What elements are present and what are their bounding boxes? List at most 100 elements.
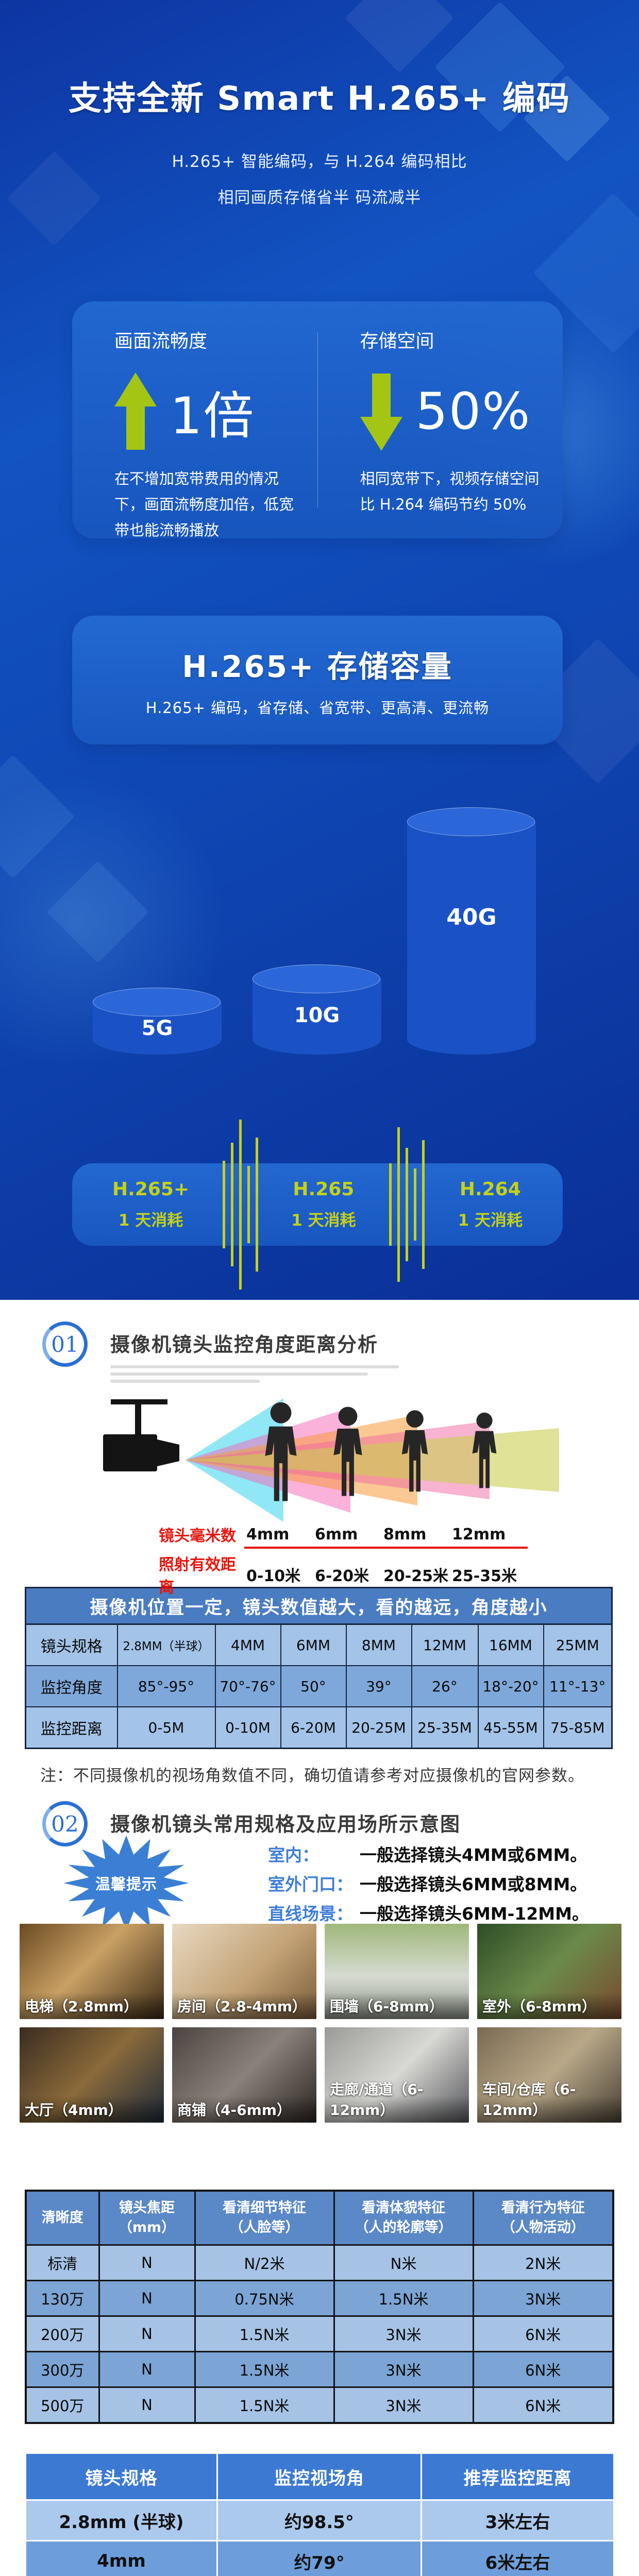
lens-mm-value: 6mm [315, 1525, 358, 1544]
cell: 约98.5° [216, 2499, 422, 2541]
cell: N [98, 2315, 196, 2352]
cell: 8MM [345, 1623, 412, 1666]
cell: 16MM [477, 1623, 544, 1666]
cell: N/2米 [194, 2244, 335, 2281]
cylinder-bar-5g: 5G [93, 988, 222, 1055]
cell: 6N米 [472, 2386, 614, 2424]
photo-caption: 大厅（4mm） [25, 2102, 123, 2119]
cell: 300万 [25, 2351, 100, 2388]
cell: 0.75N米 [194, 2280, 335, 2317]
tip-label: 直线场景： [268, 1904, 353, 1924]
legend-codec: H.264 [459, 1179, 521, 1200]
cylinder-bar-10g: 10G [253, 964, 381, 1055]
column-header: 镜头焦距 （mm） [98, 2190, 196, 2246]
tips-star-badge: 温馨提示 [62, 1834, 191, 1932]
scene-photo-outdoor: 室外（6-8mm） [477, 1924, 621, 2019]
fluency-panel: 画面流畅度 1倍 在不增加宽带费用的情况下，画面流畅度加倍，低宽带也能流畅播放 [72, 301, 317, 539]
camera-angle-diagram [103, 1398, 559, 1522]
cell: 50° [280, 1665, 347, 1707]
cell: N [98, 2351, 196, 2388]
legend-consume: 1 天消耗 [291, 1211, 356, 1230]
column-header: 推荐监控距离 [421, 2452, 615, 2501]
photo-caption: 电梯（2.8mm） [25, 1998, 138, 2015]
equalizer-bars-icon [389, 1127, 425, 1282]
cell: 2.8MM（半球） [116, 1623, 216, 1666]
codec-legend: H.265+ 1 天消耗 H.265 1 天消耗 H.264 1 天消耗 [72, 1120, 563, 1290]
cell: 标清 [25, 2244, 100, 2281]
mosaic-decoration [0, 754, 75, 879]
legend-consume: 1 天消耗 [458, 1211, 523, 1230]
cell: 130万 [25, 2280, 100, 2317]
photo-caption: 商铺（4-6mm） [177, 2102, 291, 2119]
cell: N [98, 2244, 196, 2281]
legend-item-h264: H.264 1 天消耗 [458, 1179, 523, 1230]
tip-text: 一般选择镜头4MM或6MM。 [360, 1845, 587, 1865]
storage-label: 存储空间 [360, 331, 434, 352]
cell: 1.5N米 [333, 2280, 474, 2317]
storage-capacity-banner: H.265+ 存储容量 H.265+ 编码，省存储、省宽带、更高清、更流畅 [72, 616, 563, 744]
section2-title: 摄像机镜头常用规格及应用场所示意图 [110, 1813, 461, 1836]
scene-photo-elevator: 电梯（2.8mm） [20, 1924, 164, 2019]
column-header: 镜头规格 [25, 2452, 218, 2501]
cell: N米 [333, 2244, 474, 2281]
clarity-table: 清晰度 镜头焦距 （mm） 看清细节特征 （人脸等） 看清体貌特征 （人的轮廓等… [25, 2190, 614, 2424]
mosaic-decoration [47, 861, 149, 963]
tip-outdoor-door: 室外门口： 一般选择镜头6MM或8MM。 [268, 1871, 589, 1895]
section-number-badge: 02 [42, 1801, 88, 1846]
page-title: 支持全新 Smart H.265+ 编码 [68, 80, 571, 118]
cylinder-label: 10G [294, 1004, 340, 1027]
effective-distance-value: 6-20米 [315, 1567, 369, 1585]
cell: 4mm [25, 2540, 218, 2576]
scene-photo-corridor: 走廊/通道（6-12mm） [325, 2027, 469, 2123]
cell: 3米左右 [421, 2499, 615, 2541]
tip-label: 室外门口： [268, 1874, 353, 1894]
fluency-label: 画面流畅度 [114, 331, 208, 352]
cell: 75-85M [543, 1706, 613, 1749]
storage-stat: 50% [415, 382, 531, 441]
hero-subtitle-line1: H.265+ 智能编码，与 H.264 编码相比 [172, 152, 467, 171]
cell: N [98, 2386, 196, 2424]
cell: 200万 [25, 2315, 100, 2352]
section1-note: 注：不同摄像机的视场角数值不同，确切值请参考对应摄像机的官网参数。 [40, 1767, 584, 1785]
cell: 约79° [216, 2540, 422, 2576]
cell: 2N米 [472, 2244, 614, 2281]
cell: 4MM [214, 1623, 281, 1666]
cylinder-label: 40G [446, 904, 497, 930]
cell: 12MM [411, 1623, 479, 1666]
equalizer-bars-icon [222, 1120, 258, 1290]
scene-photo-workshop: 车间/仓库（6-12mm） [477, 2027, 621, 2123]
section-number: 02 [51, 1811, 79, 1837]
storage-panel: 存储空间 50% 相同宽带下，视频存储空间比 H.264 编码节约 50% [318, 301, 563, 538]
cell: 20-25M [345, 1706, 412, 1749]
legend-codec: H.265 [293, 1179, 355, 1200]
effective-distance-value: 20-25米 [383, 1567, 448, 1585]
fluency-stat: 1倍 [170, 387, 255, 446]
cell: 25MM [543, 1623, 613, 1666]
legend-item-h265plus: H.265+ 1 天消耗 [112, 1179, 189, 1230]
cell: 6MM [280, 1623, 347, 1666]
lens-mm-value: 8mm [383, 1525, 427, 1544]
camera-icon [103, 1399, 179, 1471]
up-arrow-icon [114, 372, 157, 451]
hero-section: 支持全新 Smart H.265+ 编码 H.265+ 智能编码，与 H.264… [0, 0, 639, 1300]
red-divider-line [244, 1547, 528, 1549]
photo-caption: 围墙（6-8mm） [330, 1998, 444, 2015]
legend-item-h265: H.265 1 天消耗 [291, 1179, 356, 1230]
column-header: 看清细节特征 （人脸等） [194, 2190, 335, 2246]
card-divider [317, 332, 318, 507]
cell: 3N米 [472, 2280, 614, 2317]
section1-title: 摄像机镜头监控角度距离分析 [110, 1333, 379, 1356]
legend-consume: 1 天消耗 [118, 1211, 183, 1230]
cone-far [186, 1428, 559, 1492]
lens-mm-label: 镜头毫米数 [159, 1527, 236, 1545]
down-arrow-icon [360, 372, 402, 451]
cell: 18°-20° [477, 1665, 544, 1707]
placeholder-text-lines [110, 1365, 399, 1383]
cell: 6-20M [280, 1706, 347, 1749]
cell: 6米左右 [421, 2540, 615, 2576]
cell: 6N米 [472, 2351, 614, 2388]
cell: 45-55M [477, 1706, 544, 1749]
cell: 1.5N米 [194, 2315, 335, 2352]
cell: 85°-95° [116, 1665, 216, 1707]
effective-distance-label: 照射有效距离 [159, 1556, 236, 1597]
